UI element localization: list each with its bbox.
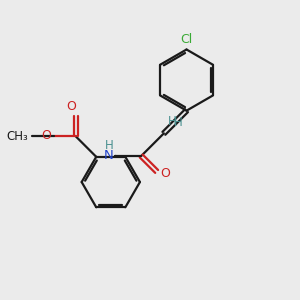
Text: O: O [66, 100, 76, 113]
Text: Cl: Cl [180, 33, 193, 46]
Text: H: H [168, 115, 176, 128]
Text: O: O [160, 167, 170, 180]
Text: CH₃: CH₃ [7, 130, 28, 143]
Text: O: O [41, 129, 51, 142]
Text: H: H [174, 116, 183, 129]
Text: H: H [105, 139, 113, 152]
Text: N: N [104, 149, 113, 163]
